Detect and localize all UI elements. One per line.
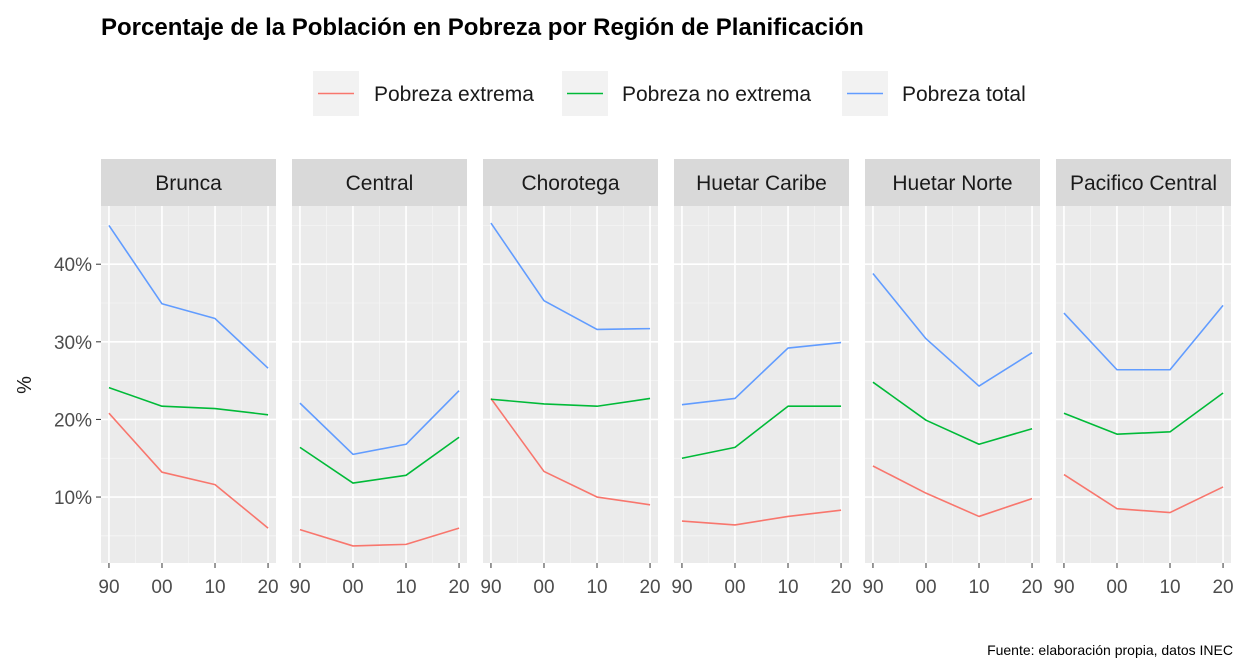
y-tick-label-10: 10% [54, 488, 92, 509]
legend-label-pobreza-extrema: Pobreza extrema [374, 83, 534, 106]
legend-label-pobreza-total: Pobreza total [902, 83, 1026, 106]
series-line-pobreza-total-pacifico-central [1063, 304, 1224, 371]
y-tick-label-30: 30% [54, 333, 92, 354]
series-line-pobreza-no-extrema-pacifico-central [1063, 392, 1224, 435]
y-tick-label-20: 20% [54, 410, 92, 431]
x-tick-label: 20 [1212, 577, 1233, 598]
series-line-pobreza-no-extrema-huetar-caribe [681, 405, 842, 460]
strip-pacifico-central [1056, 159, 1231, 206]
legend-item-pobreza-extrema: Pobreza extrema [313, 71, 534, 116]
panel-pacifico-central: Pacifico Central 90 00 10 20 [1053, 159, 1234, 598]
y-axis: 10% 20% 30% 40% [54, 255, 101, 509]
x-tick-label: 90 [671, 577, 692, 598]
strip-label-huetar-caribe: Huetar Caribe [696, 172, 827, 195]
strip-label-huetar-norte: Huetar Norte [892, 172, 1012, 195]
strip-chorotega [483, 159, 658, 206]
panel-brunca: Brunca 90 00 10 20 [98, 159, 279, 598]
x-tick-label: 20 [257, 577, 278, 598]
x-tick-label: 10 [586, 577, 607, 598]
legend-item-pobreza-total: Pobreza total [842, 71, 1026, 116]
series-line-pobreza-no-extrema-brunca [108, 386, 269, 416]
x-tick-label: 90 [98, 577, 119, 598]
series-line-pobreza-extrema-chorotega [490, 397, 651, 506]
series-line-pobreza-total-brunca [108, 224, 269, 369]
x-tick-label: 10 [204, 577, 225, 598]
series-line-pobreza-extrema-huetar-caribe [681, 509, 842, 526]
legend-item-pobreza-no-extrema: Pobreza no extrema [562, 71, 811, 116]
x-tick-label: 90 [480, 577, 501, 598]
x-tick-label: 00 [151, 577, 172, 598]
series-line-pobreza-extrema-brunca [108, 412, 269, 529]
caption: Fuente: elaboración propia, datos INEC [987, 642, 1233, 658]
strip-huetar-norte [865, 159, 1040, 206]
x-tick-label: 00 [915, 577, 936, 598]
x-tick-label: 10 [1159, 577, 1180, 598]
strip-central [292, 159, 467, 206]
series-line-pobreza-extrema-pacifico-central [1063, 473, 1224, 514]
x-tick-label: 10 [395, 577, 416, 598]
x-tick-label: 90 [862, 577, 883, 598]
strip-label-central: Central [346, 172, 414, 195]
series-line-pobreza-total-huetar-norte [872, 273, 1033, 387]
legend-label-pobreza-no-extrema: Pobreza no extrema [622, 83, 811, 106]
series-line-pobreza-extrema-central [299, 527, 460, 547]
strip-brunca [101, 159, 276, 206]
series-line-pobreza-total-central [299, 390, 460, 456]
x-tick-label: 20 [1021, 577, 1042, 598]
series-line-pobreza-no-extrema-huetar-norte [872, 381, 1033, 446]
x-tick-label: 90 [1053, 577, 1074, 598]
x-tick-label: 00 [533, 577, 554, 598]
y-tick-label-40: 40% [54, 255, 92, 276]
chart-title: Porcentaje de la Población en Pobreza po… [101, 14, 864, 41]
series-line-pobreza-extrema-huetar-norte [872, 465, 1033, 518]
strip-label-brunca: Brunca [155, 172, 222, 195]
panel-huetar-norte: Huetar Norte 90 00 10 20 [862, 159, 1043, 598]
panel-central: Central 90 00 10 20 [289, 159, 470, 598]
x-tick-label: 20 [448, 577, 469, 598]
x-tick-label: 90 [289, 577, 310, 598]
series-line-pobreza-total-huetar-caribe [681, 341, 842, 406]
panel-huetar-caribe: Huetar Caribe 90 00 10 20 [671, 159, 852, 598]
x-tick-label: 20 [830, 577, 851, 598]
x-tick-label: 10 [968, 577, 989, 598]
strip-label-chorotega: Chorotega [521, 172, 619, 195]
x-tick-label: 10 [777, 577, 798, 598]
panel-chorotega: Chorotega 90 00 10 20 [480, 159, 661, 598]
x-tick-label: 00 [724, 577, 745, 598]
x-tick-label: 00 [342, 577, 363, 598]
strip-huetar-caribe [674, 159, 849, 206]
x-tick-label: 00 [1106, 577, 1127, 598]
x-tick-label: 20 [639, 577, 660, 598]
series-line-pobreza-total-chorotega [490, 222, 651, 331]
strip-label-pacifico-central: Pacifico Central [1070, 172, 1217, 195]
y-axis-title: % [14, 376, 36, 394]
facet-panels: Brunca 90 00 10 20 Central 90 00 10 20 Chorotega 90… [98, 159, 1234, 598]
series-line-pobreza-no-extrema-central [299, 436, 460, 484]
series-line-pobreza-no-extrema-chorotega [490, 397, 651, 408]
legend: Pobreza extrema Pobreza no extrema Pobreza… [313, 71, 1026, 116]
